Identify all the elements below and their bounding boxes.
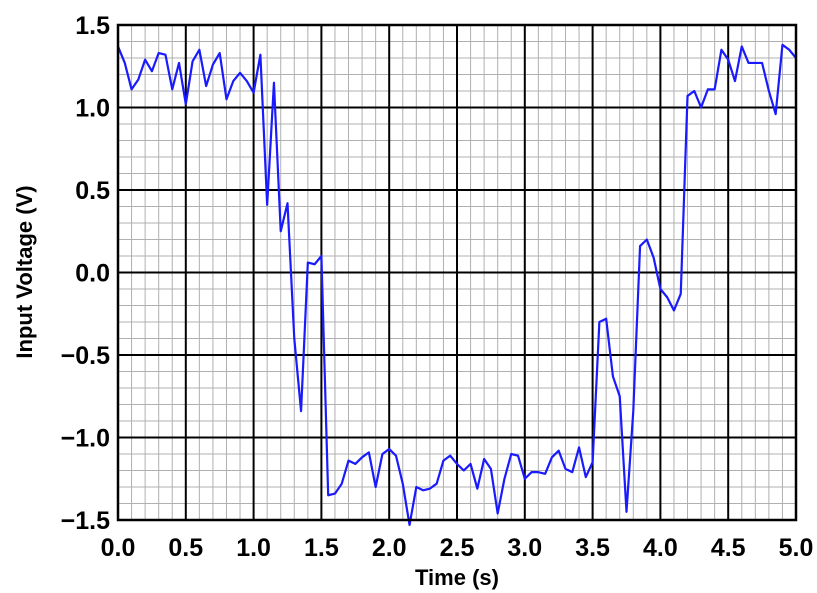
x-tick-label: 5.0 <box>779 534 814 562</box>
y-tick-labels: −1.5 −1.0 −0.5 0.0 0.5 1.0 1.5 <box>61 12 110 535</box>
x-tick-label: 2.0 <box>372 534 407 562</box>
x-axis-title: Time (s) <box>415 565 499 590</box>
x-tick-labels: 0.0 0.5 1.0 1.5 2.0 2.5 3.0 3.5 4.0 4.5 5.0 <box>101 534 814 562</box>
series-line-1 <box>116 43 797 527</box>
plot-frame <box>116 23 798 522</box>
y-tick-label: −0.5 <box>61 342 110 370</box>
x-tick-label: 0.0 <box>101 534 136 562</box>
y-tick-label: −1.5 <box>61 507 110 535</box>
x-tick-label: 1.5 <box>304 534 339 562</box>
y-axis-title: Input Voltage (V) <box>12 185 37 358</box>
y-tick-label: −1.0 <box>61 425 110 453</box>
y-tick-label: 0.5 <box>75 177 110 205</box>
y-tick-label: 1.5 <box>75 12 110 40</box>
x-tick-label: 3.0 <box>507 534 542 562</box>
y-tick-label: 0.0 <box>75 260 110 288</box>
x-tick-label: 2.5 <box>440 534 475 562</box>
x-tick-label: 0.5 <box>168 534 203 562</box>
series-layer <box>116 43 797 527</box>
x-tick-label: 1.0 <box>236 534 271 562</box>
x-tick-label: 3.5 <box>575 534 610 562</box>
x-tick-label: 4.5 <box>711 534 746 562</box>
y-tick-label: 1.0 <box>75 95 110 123</box>
x-tick-label: 4.0 <box>643 534 678 562</box>
